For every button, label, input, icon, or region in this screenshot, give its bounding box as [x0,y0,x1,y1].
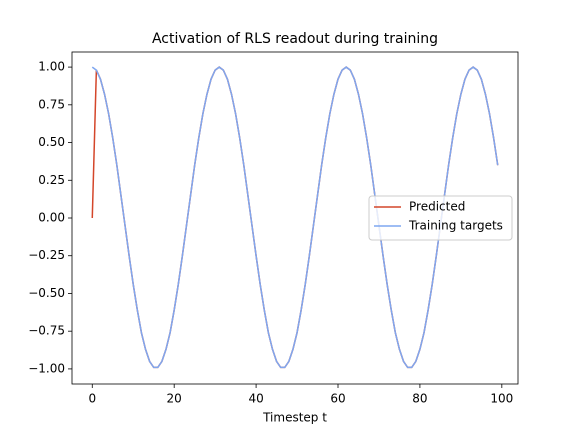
y-tick-label: −0.75 [28,324,65,338]
chart-title: Activation of RLS readout during trainin… [152,31,438,47]
x-tick-label: 20 [167,392,182,406]
y-tick-label: −0.50 [28,286,65,300]
y-tick-label: 0.00 [38,211,65,225]
x-axis-label: Timestep t [262,411,327,425]
x-tick-label: 0 [88,392,96,406]
x-tick-label: 40 [248,392,263,406]
plot-frame [71,51,519,385]
y-tick-label: 0.75 [38,97,65,111]
series-line [91,66,499,369]
y-tick-label: 0.25 [38,173,65,187]
legend-label: Training targets [408,219,503,233]
y-tick-label: −1.00 [28,361,65,375]
y-tick-label: 0.50 [38,135,65,149]
legend: Predicted Training targets [368,195,513,241]
y-tick-label: −0.25 [28,248,65,262]
legend-label: Predicted [409,200,465,214]
x-tick-label: 60 [330,392,345,406]
x-tick-label: 80 [412,392,427,406]
y-tick-label: 1.00 [38,60,65,74]
legend-box [368,195,513,241]
x-tick-label: 100 [490,392,513,406]
